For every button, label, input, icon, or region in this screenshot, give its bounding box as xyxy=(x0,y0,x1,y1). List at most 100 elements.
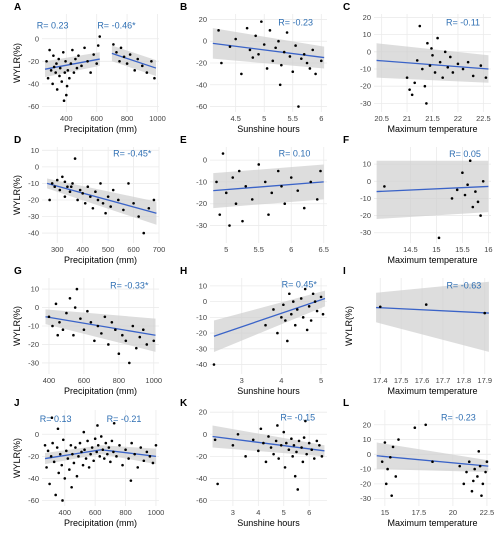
data-point xyxy=(378,305,382,309)
data-point xyxy=(110,321,114,324)
data-point xyxy=(96,424,99,427)
data-point xyxy=(73,306,77,309)
data-point xyxy=(118,60,121,63)
data-point xyxy=(60,80,64,83)
data-point xyxy=(80,450,83,454)
data-point xyxy=(264,323,267,327)
regression-line xyxy=(111,52,157,69)
x-tick-label: 20.5 xyxy=(374,114,389,123)
data-point xyxy=(428,64,432,67)
data-point xyxy=(130,441,133,445)
data-point xyxy=(89,452,92,456)
data-point xyxy=(107,446,111,449)
panel-F: 14.5 15 15.5 16 -30 -20 -10 0 10 R= 0.05 F Maximum … xyxy=(343,135,493,265)
data-point xyxy=(127,457,130,460)
y-tick-label: 20 xyxy=(363,13,371,22)
data-point xyxy=(405,76,409,79)
data-point xyxy=(424,303,428,306)
panel-letter: E xyxy=(180,135,187,146)
x-axis-label: Precipitation (mm) xyxy=(64,518,137,528)
data-point xyxy=(295,308,299,311)
y-tick-label: -30 xyxy=(196,344,207,353)
data-point xyxy=(237,169,241,173)
panel-K: 3 4 5 6 -60 -40 -20 0 20 R= -0.15 K Sunshine hours xyxy=(180,398,327,528)
data-point xyxy=(216,482,219,486)
y-tick-label: -10 xyxy=(196,313,207,322)
data-point xyxy=(304,419,307,423)
x-tick-label: 800 xyxy=(121,114,134,123)
data-point xyxy=(397,438,400,441)
x-axis-label: Precipitation (mm) xyxy=(64,386,137,396)
data-point xyxy=(389,455,392,459)
data-point xyxy=(142,231,146,235)
r-value-label: R= 0.45* xyxy=(282,279,318,289)
data-point xyxy=(91,206,95,210)
data-point xyxy=(87,466,91,469)
data-point xyxy=(71,452,74,456)
y-tick-label: -10 xyxy=(360,65,371,74)
y-tick-label: -60 xyxy=(196,102,207,111)
data-point xyxy=(79,317,82,320)
data-point xyxy=(270,191,274,195)
data-point xyxy=(241,219,244,223)
data-point xyxy=(81,463,85,467)
data-point xyxy=(68,468,71,471)
data-point xyxy=(48,198,51,202)
data-point xyxy=(61,438,65,442)
x-tick-label: 600 xyxy=(127,245,140,254)
y-tick-label: -40 xyxy=(196,80,207,89)
data-point xyxy=(53,185,57,189)
data-point xyxy=(384,482,388,486)
x-tick-label: 5.5 xyxy=(254,245,264,254)
data-point xyxy=(221,152,225,155)
x-tick-label: 16 xyxy=(484,245,492,254)
x-tick-label: 6.5 xyxy=(319,245,329,254)
data-point xyxy=(77,54,80,57)
r-value-label: R= 0.23 xyxy=(37,20,69,30)
y-tick-label: -20 xyxy=(360,211,371,220)
data-point xyxy=(83,201,87,205)
data-point xyxy=(98,455,102,458)
data-point xyxy=(483,311,487,315)
confidence-band xyxy=(213,290,326,352)
r-value-label: R= 0.13 xyxy=(40,414,72,424)
data-point xyxy=(451,71,455,74)
data-point xyxy=(137,215,140,218)
data-point xyxy=(282,303,285,307)
data-point xyxy=(477,450,481,453)
data-point xyxy=(265,67,269,70)
data-point xyxy=(78,188,82,192)
data-point xyxy=(89,71,92,74)
panel-letter: D xyxy=(14,135,21,146)
data-point xyxy=(456,62,460,66)
data-point xyxy=(94,190,97,193)
data-point xyxy=(424,423,427,427)
r-value-label: R= 0.10 xyxy=(279,149,311,159)
y-tick-label: -20 xyxy=(196,59,207,68)
data-point xyxy=(462,482,466,486)
y-tick-label: 20 xyxy=(363,420,371,429)
data-point xyxy=(484,76,488,79)
x-axis-label: Sunshine hours xyxy=(237,518,300,528)
data-point xyxy=(60,463,64,467)
data-point xyxy=(268,29,272,32)
y-tick-label: -10 xyxy=(196,177,207,186)
data-point xyxy=(272,308,275,311)
data-point xyxy=(140,64,144,68)
x-tick-label: 5 xyxy=(282,508,286,517)
data-point xyxy=(450,197,454,200)
data-point xyxy=(69,62,73,65)
data-point xyxy=(426,41,429,45)
data-point xyxy=(71,182,74,185)
data-point xyxy=(96,44,100,47)
data-point xyxy=(55,88,59,91)
data-point xyxy=(291,455,294,458)
data-point xyxy=(86,185,90,189)
x-tick-label: 5 xyxy=(319,376,323,385)
x-axis-label: Maximum temperature xyxy=(387,518,477,528)
x-axis-label: Precipitation (mm) xyxy=(64,124,137,134)
data-point xyxy=(431,460,434,463)
x-tick-label: 600 xyxy=(90,114,103,123)
data-point xyxy=(124,339,128,343)
data-point xyxy=(471,205,475,209)
